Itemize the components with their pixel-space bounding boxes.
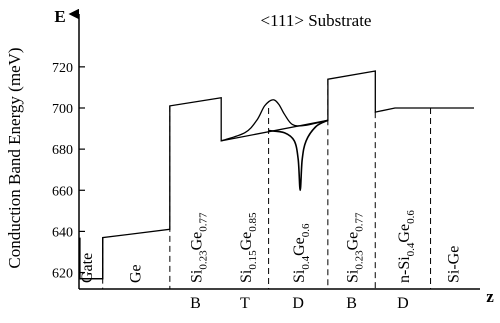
region-label-mid: Ge xyxy=(396,224,413,243)
region-label-sub: 0.85 xyxy=(247,212,259,232)
region-label-mid: Ge xyxy=(238,232,255,251)
y-tick-label: 660 xyxy=(52,184,73,199)
y-axis: 620 640 660 680 700 720 xyxy=(52,8,85,289)
region-label-sub: 0.6 xyxy=(405,210,417,224)
region-label-sub: 0.23 xyxy=(354,250,366,270)
region-label-main: Si xyxy=(345,269,362,283)
region-label: Si0.23Ge0.77 xyxy=(189,212,210,283)
gate-box xyxy=(79,237,104,280)
region-label-mid: Ge xyxy=(345,232,362,251)
region-label-main: Si-Ge xyxy=(445,246,462,283)
region-labels: Gate Ge Si0.23Ge0.77Si0.15Ge0.85Si0.4Ge0.6… xyxy=(79,210,462,283)
y-tick-label: 620 xyxy=(52,267,73,282)
region-label: Ge xyxy=(127,264,144,283)
region-label: Si0.23Ge0.77 xyxy=(345,212,366,283)
region-label: n-Si0.4Ge0.6 xyxy=(396,210,417,283)
y-tick-label: 680 xyxy=(52,143,73,158)
region-label-main: Gate xyxy=(79,253,96,283)
region-label: Si0.4Ge0.6 xyxy=(291,223,312,283)
y-axis-label: Conduction Band Energy (meV) xyxy=(5,47,24,268)
y-tick-label: 720 xyxy=(52,61,73,76)
region-label: Si0.15Ge0.85 xyxy=(238,212,259,283)
region-tag: B xyxy=(190,295,201,312)
region-label-mid: Ge xyxy=(189,232,206,251)
region-tag: D xyxy=(292,295,304,312)
region-tag: D xyxy=(397,295,409,312)
region-label: Si-Ge xyxy=(445,246,462,283)
region-label-main: Si xyxy=(291,269,308,283)
region-label-main: Si xyxy=(189,269,206,283)
region-label-sub: 0.23 xyxy=(198,250,210,270)
region-tag: T xyxy=(240,295,250,312)
chart-title: <111> Substrate xyxy=(261,11,372,30)
y-tick-label: 700 xyxy=(52,102,73,117)
region-label-sub: 0.4 xyxy=(405,242,417,256)
region-label-main: Si xyxy=(238,269,255,283)
wavefunction-curve xyxy=(220,99,329,142)
y-tick-label: 640 xyxy=(52,225,73,240)
region-label-sub: 0.15 xyxy=(247,250,259,270)
region-label-main: n-Si xyxy=(396,256,413,283)
region-label-sub: 0.6 xyxy=(300,223,312,237)
x-axis-letter: z xyxy=(486,287,494,306)
region-label-sub: 0.77 xyxy=(354,212,366,232)
region-label: Gate xyxy=(79,253,96,283)
region-label-main: Ge xyxy=(127,264,144,283)
potential-dip-curve xyxy=(268,119,329,192)
region-label-sub: 0.4 xyxy=(300,255,312,269)
y-axis-letter: E xyxy=(54,7,65,26)
region-label-sub: 0.77 xyxy=(198,212,210,232)
region-tag: B xyxy=(346,295,357,312)
region-label-mid: Ge xyxy=(291,237,308,256)
